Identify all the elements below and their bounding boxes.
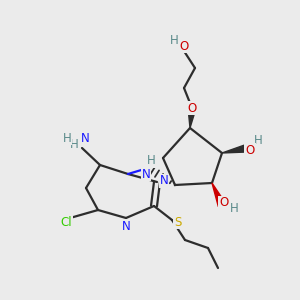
Text: H: H — [230, 202, 238, 215]
Text: H: H — [169, 34, 178, 46]
Text: O: O — [188, 101, 196, 115]
Text: H: H — [70, 139, 78, 152]
Text: S: S — [174, 215, 182, 229]
Text: O: O — [188, 101, 196, 115]
Text: O: O — [246, 143, 256, 157]
Polygon shape — [212, 183, 226, 207]
Text: H: H — [147, 154, 155, 167]
Text: O: O — [220, 196, 230, 209]
Text: N: N — [80, 134, 88, 146]
Text: N: N — [142, 167, 150, 179]
Text: N: N — [122, 220, 130, 232]
Polygon shape — [188, 108, 196, 128]
Text: N: N — [142, 167, 150, 181]
Text: S: S — [174, 215, 182, 229]
Text: N: N — [122, 220, 130, 232]
Polygon shape — [222, 144, 249, 153]
Text: H: H — [230, 202, 238, 215]
Text: N: N — [81, 133, 89, 146]
Text: Cl: Cl — [60, 217, 72, 230]
Text: N: N — [160, 175, 168, 188]
Text: H: H — [70, 137, 78, 151]
Text: H: H — [63, 131, 71, 145]
Text: H: H — [64, 131, 72, 145]
Text: O: O — [245, 143, 255, 157]
Text: N: N — [160, 175, 168, 188]
Text: H: H — [147, 154, 155, 166]
Text: H: H — [254, 136, 262, 148]
Text: O: O — [219, 196, 229, 209]
Text: O: O — [179, 40, 189, 52]
Text: Cl: Cl — [60, 217, 72, 230]
Text: O: O — [179, 40, 189, 52]
Text: H: H — [169, 34, 178, 46]
Text: H: H — [254, 134, 262, 146]
